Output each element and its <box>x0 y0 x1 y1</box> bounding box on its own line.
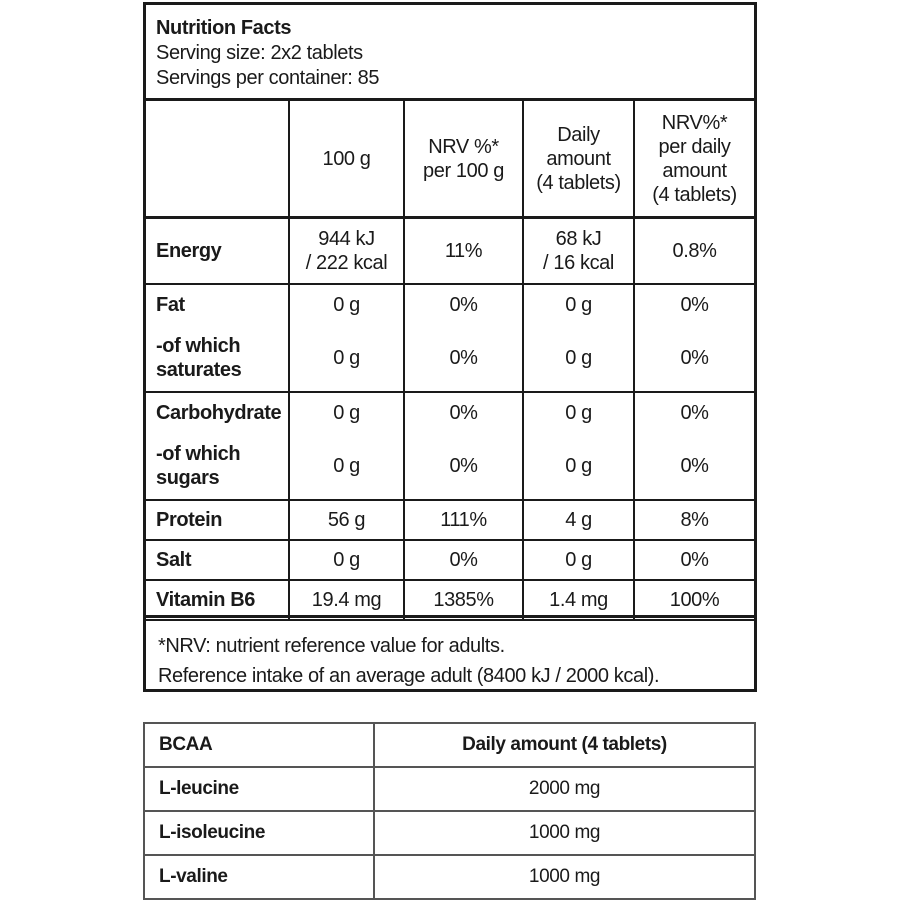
nutrient-name: Energy <box>146 217 289 285</box>
nutrient-value: 0 g <box>288 325 404 393</box>
nutrient-name: Vitamin B6 <box>146 580 289 621</box>
column-header: 100 g <box>288 101 404 219</box>
nutrient-value: 0% <box>633 325 754 393</box>
footnote-nrv: *NRV: nutrient reference value for adult… <box>158 635 505 657</box>
nutrition-header-row: 100 g NRV %* per 100 g Daily amount (4 tab… <box>146 101 754 219</box>
nutrient-value: 0% <box>403 325 523 393</box>
column-header: NRV%* per daily amount (4 tablets) <box>633 101 754 219</box>
nutrient-value: 0% <box>403 540 523 581</box>
servings-per-container: Servings per container: 85 <box>156 67 380 89</box>
nutrient-value: 0 g <box>288 392 404 433</box>
nutrient-value: 1385% <box>403 580 523 621</box>
nutrient-value: 1.4 mg <box>522 580 634 621</box>
nutrient-value: 944 kJ / 222 kcal <box>288 217 404 285</box>
table-row: Fat 0 g 0% 0 g 0% <box>146 284 754 325</box>
nutrient-value: 4 g <box>522 500 634 541</box>
table-row: Salt 0 g 0% 0 g 0% <box>146 540 754 581</box>
nutrient-name: Protein <box>146 500 289 541</box>
nutrient-value: 0 g <box>522 540 634 581</box>
nutrition-title: Nutrition Facts <box>156 17 292 39</box>
bcaa-row: L-leucine 2000 mg <box>143 766 756 812</box>
bcaa-amount: 2000 mg <box>373 766 756 812</box>
nutrient-value: 0% <box>633 284 754 325</box>
table-row: Protein 56 g 111% 4 g 8% <box>146 500 754 541</box>
table-row: Vitamin B6 19.4 mg 1385% 1.4 mg 100% <box>146 580 754 621</box>
table-row: -of which sugars 0 g 0% 0 g 0% <box>146 433 754 501</box>
bcaa-name: L-valine <box>143 854 375 900</box>
nutrition-header: Nutrition Facts Serving size: 2x2 tablet… <box>146 5 754 101</box>
bcaa-column-header: Daily amount (4 tablets) <box>373 722 756 768</box>
serving-size: Serving size: 2x2 tablets <box>156 42 363 64</box>
bcaa-amount: 1000 mg <box>373 810 756 856</box>
table-row: Carbohydrate 0 g 0% 0 g 0% <box>146 392 754 433</box>
bcaa-row: L-valine 1000 mg <box>143 854 756 900</box>
bcaa-name: L-isoleucine <box>143 810 375 856</box>
nutrient-name: -of which saturates <box>146 325 289 393</box>
nrv-footnote: *NRV: nutrient reference value for adult… <box>146 615 754 691</box>
nutrition-facts-panel: Nutrition Facts Serving size: 2x2 tablet… <box>143 2 757 692</box>
nutrition-table: 100 g NRV %* per 100 g Daily amount (4 tab… <box>146 101 754 621</box>
bcaa-table: BCAA Daily amount (4 tablets) L-leucine 200… <box>143 722 756 900</box>
nutrient-value: 19.4 mg <box>288 580 404 621</box>
nutrient-value: 0% <box>633 433 754 501</box>
nutrient-value: 0% <box>403 433 523 501</box>
nutrient-value: 0% <box>403 392 523 433</box>
table-row: -of which saturates 0 g 0% 0 g 0% <box>146 325 754 393</box>
nutrient-value: 0 g <box>522 433 634 501</box>
column-header: Daily amount (4 tablets) <box>522 101 634 219</box>
nutrient-value: 0% <box>403 284 523 325</box>
nutrient-value: 0 g <box>522 392 634 433</box>
bcaa-amount: 1000 mg <box>373 854 756 900</box>
bcaa-row: L-isoleucine 1000 mg <box>143 810 756 856</box>
nutrient-value: 0% <box>633 540 754 581</box>
nutrient-name: Fat <box>156 294 185 316</box>
nutrient-value: 100% <box>633 580 754 621</box>
nutrient-value: 111% <box>403 500 523 541</box>
nutrient-value: 0 g <box>288 540 404 581</box>
bcaa-column-header: BCAA <box>143 722 375 768</box>
nutrient-value: 0 g <box>522 325 634 393</box>
nutrient-value: 56 g <box>288 500 404 541</box>
nutrient-name: Carbohydrate <box>156 402 282 424</box>
nutrient-name: Salt <box>146 540 289 581</box>
bcaa-header-row: BCAA Daily amount (4 tablets) <box>143 722 756 768</box>
nutrient-value: 0 g <box>522 284 634 325</box>
nutrient-name: -of which sugars <box>146 433 289 501</box>
table-row: Energy 944 kJ / 222 kcal 11% 68 kJ / 16 kca… <box>146 217 754 285</box>
bcaa-name: L-leucine <box>143 766 375 812</box>
nutrient-value: 11% <box>403 217 523 285</box>
nutrient-value: 0 g <box>288 284 404 325</box>
column-header <box>146 101 289 219</box>
footnote-reference-intake: Reference intake of an average adult (84… <box>158 665 660 687</box>
column-header: NRV %* per 100 g <box>403 101 523 219</box>
nutrient-value: 68 kJ / 16 kcal <box>522 217 634 285</box>
nutrient-value: 0.8% <box>633 217 754 285</box>
nutrient-value: 0% <box>633 392 754 433</box>
nutrient-value: 0 g <box>288 433 404 501</box>
nutrient-value: 8% <box>633 500 754 541</box>
